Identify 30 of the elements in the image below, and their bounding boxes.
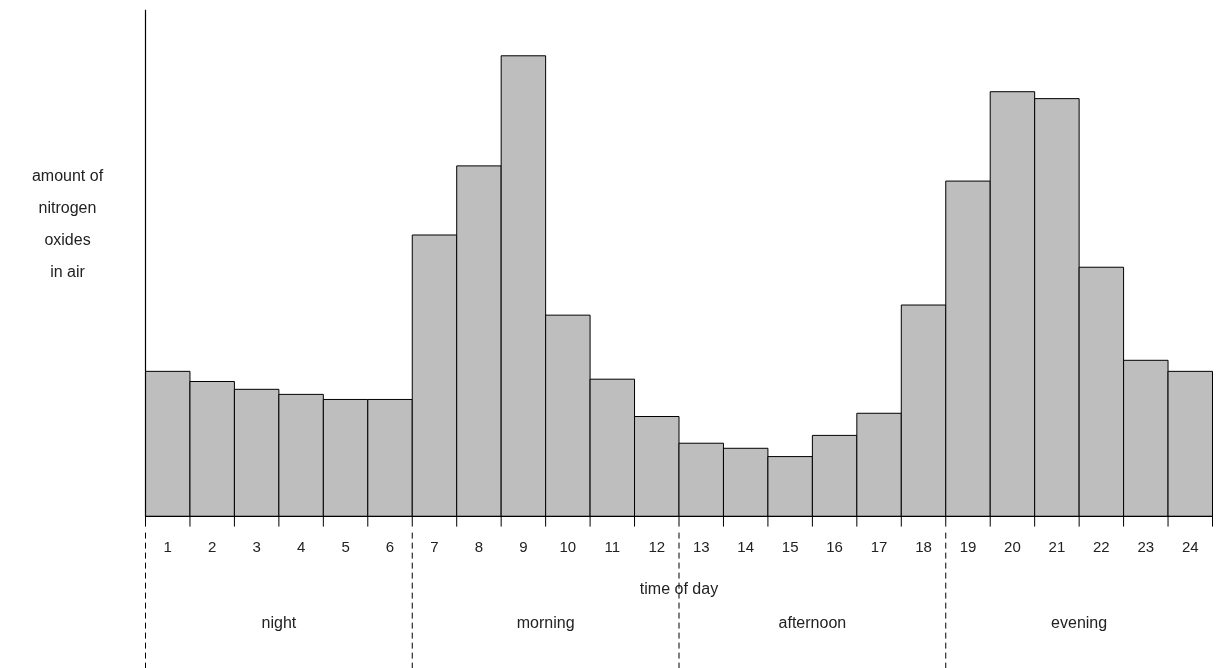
x-tick-label: 23 <box>1137 538 1155 556</box>
x-tick-label: 6 <box>385 538 395 556</box>
text: night <box>261 613 297 631</box>
x-tick-label: 12 <box>648 538 666 556</box>
x-tick-label: 20 <box>1004 538 1021 556</box>
x-tick-label: 22 <box>1093 538 1110 556</box>
y-axis-title: amount of nitrogen oxides in air <box>31 166 104 280</box>
x-tick-label: 18 <box>915 538 932 556</box>
text: evening <box>1051 613 1108 631</box>
x-tick-label: 19 <box>959 538 977 556</box>
x-tick-label: 15 <box>781 538 799 556</box>
x-tick-label: 3 <box>252 538 261 556</box>
x-tick-label: 2 <box>208 538 217 556</box>
x-tick-label: 8 <box>474 538 484 556</box>
x-tick-label: 9 <box>519 538 528 556</box>
x-tick-label: 11 <box>604 538 621 556</box>
x-tick-label: 4 <box>296 538 306 556</box>
x-tick-label: 10 <box>559 538 577 556</box>
text: morning <box>516 613 575 631</box>
x-tick-label: 14 <box>737 538 755 556</box>
x-tick-label: 24 <box>1181 538 1199 556</box>
x-axis-title: time of day <box>639 580 719 598</box>
x-tick-label: 16 <box>826 538 843 556</box>
x-tick-label: 17 <box>870 538 888 556</box>
x-tick-label: 7 <box>430 538 439 556</box>
x-tick-label: 13 <box>692 538 710 556</box>
x-tick-label: 1 <box>163 538 172 556</box>
x-tick-label: 5 <box>341 538 350 556</box>
x-tick-label: 21 <box>1048 538 1066 556</box>
text: afternoon <box>778 613 847 631</box>
